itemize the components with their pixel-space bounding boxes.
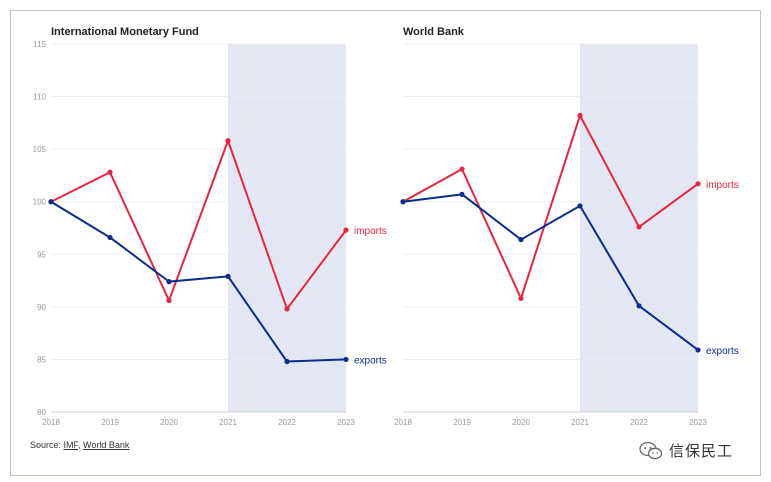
data-point-imports xyxy=(284,306,290,312)
watermark-text: 信保民工 xyxy=(669,442,734,460)
data-point-imports xyxy=(577,112,583,119)
x-tick-label: 2019 xyxy=(101,418,119,427)
series-line-exports xyxy=(50,200,347,363)
series-label-imports: imports xyxy=(354,226,387,237)
x-tick-label: 2022 xyxy=(630,418,648,427)
y-tick-label: 105 xyxy=(33,145,47,154)
series-line-exports xyxy=(402,193,699,351)
source-prefix: Source: xyxy=(30,440,64,450)
data-point-exports xyxy=(284,358,290,365)
x-tick-label: 2023 xyxy=(689,418,707,427)
x-tick-label: 2021 xyxy=(571,418,589,427)
data-point-imports xyxy=(107,169,113,175)
x-tick-label: 2021 xyxy=(219,418,237,427)
data-point-exports xyxy=(400,199,406,205)
data-point-exports xyxy=(166,279,172,285)
chart-panel-1: International Monetary Fund 80 85 90 95 100 10… xyxy=(33,26,387,427)
y-tick-label: 115 xyxy=(33,40,46,49)
x-tick-label: 2020 xyxy=(512,418,530,427)
y-tick-label: 85 xyxy=(37,355,46,364)
source-note: Source: IMF, World Bank xyxy=(30,440,129,450)
y-tick-label: 95 xyxy=(37,250,46,259)
y-tick-label: 100 xyxy=(33,198,47,207)
y-tick-label: 80 xyxy=(37,408,46,417)
data-point-imports xyxy=(636,224,642,230)
wechat-icon xyxy=(639,441,663,459)
source-separator: , xyxy=(78,440,84,450)
x-tick-label: 2023 xyxy=(337,418,355,427)
x-tick-label: 2022 xyxy=(278,418,296,427)
y-tick-label: 110 xyxy=(33,93,46,102)
source-link-imf[interactable]: IMF xyxy=(63,440,79,450)
data-point-imports xyxy=(518,295,524,302)
source-link-world-bank[interactable]: World Bank xyxy=(83,440,130,450)
series-line-imports xyxy=(50,139,347,310)
data-point-imports xyxy=(695,181,701,187)
chart-title: International Monetary Fund xyxy=(51,26,199,38)
data-point-exports xyxy=(695,347,701,353)
data-point-exports xyxy=(107,234,113,241)
series-label-imports: imports xyxy=(706,180,739,191)
data-point-exports xyxy=(459,191,465,197)
y-tick-label: 90 xyxy=(37,303,46,312)
chart-title: World Bank xyxy=(403,26,465,38)
data-point-imports xyxy=(166,297,172,304)
series-line-imports xyxy=(402,114,699,300)
series-label-exports: exports xyxy=(354,355,387,366)
chart-panel-2: World Bank 2018 2019 2020 2021 2022 2023 import… xyxy=(394,26,739,427)
data-point-exports xyxy=(636,303,642,309)
shaded-band xyxy=(228,44,346,412)
data-point-exports xyxy=(225,273,231,279)
x-tick-label: 2018 xyxy=(394,418,412,427)
data-point-exports xyxy=(48,199,54,205)
data-point-exports xyxy=(577,203,583,209)
data-point-imports xyxy=(225,138,231,144)
x-tick-label: 2020 xyxy=(160,418,178,427)
data-point-exports xyxy=(343,356,349,363)
x-tick-label: 2019 xyxy=(453,418,471,427)
data-point-imports xyxy=(459,166,465,172)
series-label-exports: exports xyxy=(706,346,739,357)
x-tick-label: 2018 xyxy=(42,418,60,427)
data-point-exports xyxy=(518,236,524,243)
data-point-imports xyxy=(343,227,349,233)
watermark: 信保民工 xyxy=(639,440,733,461)
